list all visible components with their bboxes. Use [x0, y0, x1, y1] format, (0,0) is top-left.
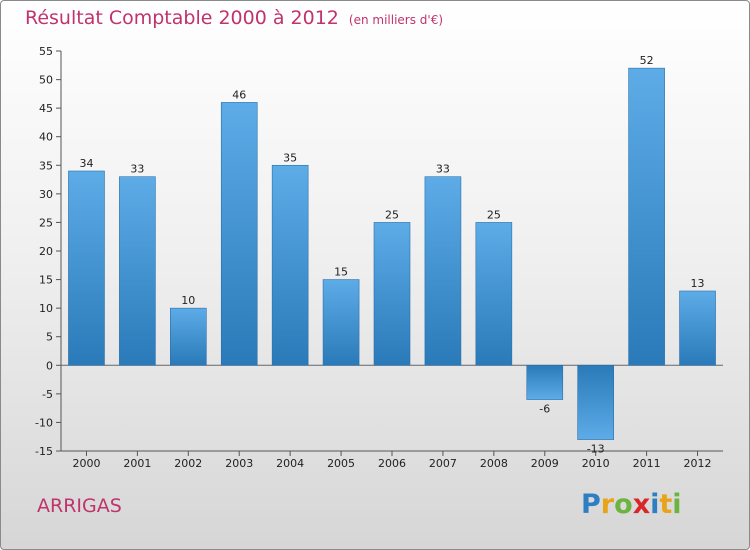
- y-tick-label: -10: [35, 416, 53, 429]
- title-text: Résultat Comptable 2000 à 2012: [25, 7, 339, 29]
- bar: [373, 222, 411, 366]
- value-label: 35: [283, 151, 297, 164]
- value-labels: 34 33 10 46 35 15 25 33 25 -6 -13 52 13: [79, 54, 704, 455]
- logo-letter: i: [650, 489, 660, 520]
- y-tick-label: 20: [39, 245, 53, 258]
- bar: [577, 364, 614, 440]
- y-tick-label: 35: [39, 159, 53, 172]
- bar: [220, 102, 258, 366]
- x-tick-label: 2011: [633, 457, 661, 470]
- bar: [271, 164, 309, 366]
- value-label: 33: [130, 163, 144, 176]
- x-tick-label: 2008: [480, 457, 508, 470]
- value-label: 25: [487, 208, 501, 221]
- bars: [68, 67, 716, 440]
- x-tick-label: 2006: [378, 457, 406, 470]
- logo-letter: x: [632, 489, 651, 520]
- x-tick-label: 2003: [225, 457, 253, 470]
- value-label: 13: [691, 277, 705, 290]
- x-tick-label: 2009: [531, 457, 559, 470]
- bar: [170, 307, 207, 366]
- y-tick-label: 0: [46, 359, 53, 372]
- x-tick-label: 2010: [582, 457, 610, 470]
- chart-title: Résultat Comptable 2000 à 2012 (en millie…: [25, 7, 443, 29]
- y-tick-label: 10: [39, 302, 53, 315]
- value-label: 15: [334, 266, 348, 279]
- value-label: 33: [436, 163, 450, 176]
- value-label: 52: [640, 54, 654, 67]
- x-tick-label: 2007: [429, 457, 457, 470]
- logo-letter: P: [581, 489, 601, 520]
- x-tick-label: 2002: [174, 457, 202, 470]
- x-tick-label: 2012: [684, 457, 712, 470]
- y-tick-label: 5: [46, 331, 53, 344]
- y-tick-label: 15: [39, 274, 53, 287]
- bar: [526, 364, 564, 400]
- bar: [475, 222, 513, 366]
- bar: [424, 176, 462, 366]
- value-label: -13: [587, 443, 605, 456]
- bar: [628, 67, 665, 366]
- y-tick-label: 40: [39, 131, 53, 144]
- logo-letter: o: [614, 489, 633, 520]
- bar: [119, 176, 156, 366]
- logo-letter: r: [600, 489, 615, 520]
- value-label: -6: [539, 403, 550, 416]
- value-label: 46: [232, 88, 246, 101]
- y-tick-label: -5: [42, 388, 53, 401]
- bar: [68, 170, 105, 366]
- commune-name: ARRIGAS: [37, 495, 122, 517]
- y-tick-label: 30: [39, 188, 53, 201]
- value-label: 34: [79, 157, 93, 170]
- x-tick-label: 2005: [327, 457, 355, 470]
- value-label: 25: [385, 208, 399, 221]
- x-tick-label: 2001: [123, 457, 151, 470]
- bar: [322, 279, 360, 366]
- logo-letter: i: [672, 489, 682, 520]
- y-tick-label: 25: [39, 216, 53, 229]
- logo-letter: t: [659, 489, 673, 520]
- y-tick-label: 55: [39, 45, 53, 58]
- y-tick-label: -15: [35, 445, 53, 458]
- value-label: 10: [181, 294, 195, 307]
- y-tick-label: 50: [39, 74, 53, 87]
- bar: [679, 290, 716, 366]
- proxiti-logo: Proxiti: [581, 489, 682, 520]
- x-tick-label: 2000: [72, 457, 100, 470]
- chart-subtitle: (en milliers d'€): [348, 13, 444, 27]
- x-tick-label: 2004: [276, 457, 304, 470]
- y-tick-label: 45: [39, 102, 53, 115]
